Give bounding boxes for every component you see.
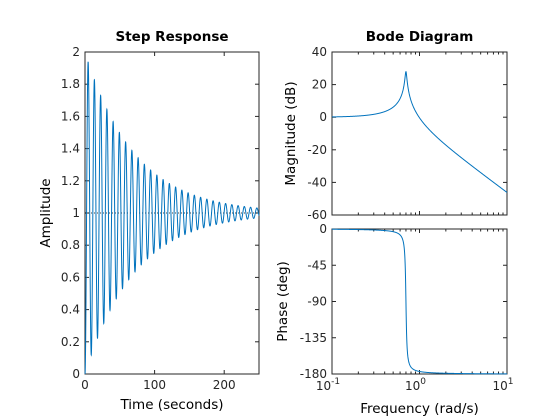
xtick-label-base: 10: [405, 379, 420, 393]
ytick-label: -40: [307, 175, 327, 189]
phase-ylabel: Phase (deg): [275, 261, 291, 342]
ytick-label: 0: [319, 110, 327, 124]
step-xlabel: Time (seconds): [119, 397, 223, 413]
xtick-label-base: 10: [492, 379, 507, 393]
xtick-label: 10-1: [316, 377, 340, 393]
xtick-label-exponent: -1: [331, 377, 340, 387]
magnitude-line: [332, 70, 508, 193]
xtick-label: 100: [143, 378, 166, 392]
ytick-label: -45: [307, 258, 327, 272]
bode-title: Bode Diagram: [366, 29, 474, 45]
ytick-label: 0.6: [61, 270, 80, 284]
ytick-label: -20: [307, 143, 327, 157]
step-title: Step Response: [115, 29, 228, 45]
xtick-label: 101: [492, 377, 513, 393]
ytick-label: -90: [307, 295, 327, 309]
xtick-label: 200: [213, 378, 236, 392]
ytick-label: 1.8: [61, 77, 80, 91]
xtick-label: 0: [81, 378, 89, 392]
step-ylabel: Amplitude: [38, 178, 54, 247]
ytick-label: 0.8: [61, 238, 80, 252]
ytick-label: 2: [72, 45, 80, 59]
xtick-label-base: 10: [316, 379, 331, 393]
magnitude-axes: [331, 51, 508, 216]
phase-axes: [331, 228, 508, 375]
xtick-label-exponent: 0: [420, 377, 426, 387]
step-response-line: [84, 61, 260, 375]
magnitude-ylabel: Magnitude (dB): [283, 81, 299, 185]
ytick-label: 0: [319, 222, 327, 236]
ytick-label: 20: [312, 78, 327, 92]
ytick-label: -60: [307, 208, 327, 222]
ytick-label: 40: [312, 45, 327, 59]
ytick-label: 1: [72, 206, 80, 220]
ytick-label: 0.4: [61, 303, 80, 317]
ytick-label: 0: [72, 367, 80, 381]
ytick-label: 1.2: [61, 174, 80, 188]
ytick-label: 0.2: [61, 335, 80, 349]
ytick-label: -135: [300, 331, 327, 345]
xtick-label-exponent: 1: [508, 377, 514, 387]
ytick-label: 1.4: [61, 142, 80, 156]
xtick-label: 100: [405, 377, 426, 393]
ytick-label: -180: [300, 367, 327, 381]
ytick-label: 1.6: [61, 109, 80, 123]
frequency-xlabel: Frequency (rad/s): [360, 401, 479, 417]
phase-line: [332, 228, 507, 375]
